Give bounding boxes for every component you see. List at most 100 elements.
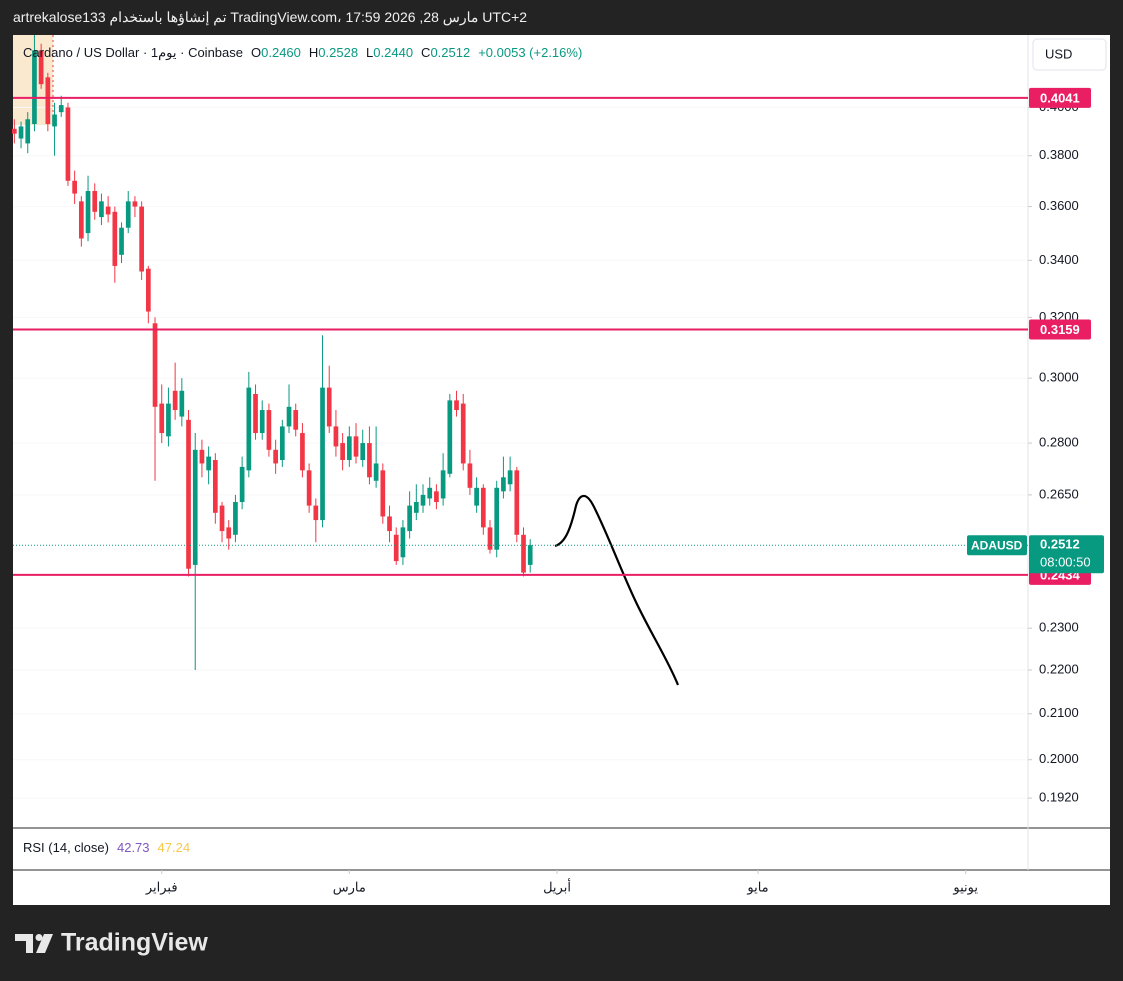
candle-body	[413, 502, 419, 513]
y-tick-label: 0.2000	[1039, 751, 1079, 766]
candle-body	[320, 387, 325, 521]
candle-body	[353, 436, 359, 457]
candle-body	[400, 527, 406, 558]
legend-label: O	[251, 45, 261, 60]
logo-icon	[15, 934, 53, 953]
candle-body	[199, 449, 205, 464]
candle-body	[92, 191, 98, 212]
legend-value: 0.2440	[373, 45, 413, 60]
candle-body	[480, 487, 486, 528]
rsi-value: 42.73	[117, 840, 150, 855]
candle-body	[521, 534, 526, 573]
candle-body	[266, 410, 272, 450]
currency-label[interactable]: USD	[1045, 46, 1072, 61]
candle-body	[132, 201, 138, 207]
candle-body	[279, 426, 285, 461]
countdown-label: 08:00:50	[1040, 555, 1091, 570]
candle-body	[514, 470, 520, 535]
candle-body	[487, 527, 493, 550]
candle-body	[380, 470, 386, 517]
y-tick-label: 0.3400	[1039, 252, 1079, 267]
symbol-tag	[967, 535, 1027, 556]
candle-body	[112, 211, 118, 266]
price-tag-label: 0.2512	[1040, 537, 1080, 552]
chart-frame	[13, 35, 1110, 905]
candle-body	[340, 443, 345, 461]
candle-body	[346, 436, 352, 461]
legend-value: 0.2512	[430, 45, 470, 60]
candle-body	[407, 505, 412, 532]
level-tag	[1029, 319, 1091, 340]
rsi-legend: RSI (14, close) 42.73 47.24	[23, 840, 190, 855]
y-tick-label: 0.2300	[1039, 620, 1079, 635]
candle-body	[32, 50, 37, 125]
candle-body	[434, 491, 439, 503]
x-tick-label: فبراير	[145, 879, 178, 895]
candle-body	[507, 470, 513, 485]
candle-body	[105, 206, 111, 215]
candle-body	[38, 50, 44, 85]
candle-body	[125, 201, 131, 228]
candle-body	[313, 505, 319, 521]
candle-body	[440, 470, 446, 499]
candle-body	[52, 114, 57, 127]
candle-body	[226, 527, 232, 539]
candle-body	[145, 268, 151, 312]
y-tick-label: 0.3600	[1039, 198, 1079, 213]
candle-body	[65, 107, 71, 181]
candle-body	[306, 470, 312, 506]
candle-body	[192, 449, 198, 565]
level-tag	[1029, 87, 1091, 108]
candle-body	[527, 545, 533, 565]
logo-text: TradingView	[61, 929, 208, 957]
candle-body	[333, 426, 339, 447]
candle-body	[467, 463, 473, 488]
x-tick-label: مايو	[746, 879, 768, 895]
y-tick-label: 0.2100	[1039, 705, 1079, 720]
candle-body	[18, 126, 24, 139]
candle-body	[360, 443, 366, 461]
candle-body	[233, 502, 238, 535]
symbol-tag-label: ADAUSD	[971, 538, 1023, 552]
candle-body	[172, 390, 178, 411]
legend-label: C	[421, 45, 430, 60]
candle-body	[460, 403, 466, 464]
candle-body	[420, 494, 426, 506]
x-tick-label: مارس	[333, 879, 366, 895]
candle-body	[253, 393, 258, 434]
y-tick-label: 0.3800	[1039, 147, 1079, 162]
legend-label: L	[366, 45, 373, 60]
level-tag-label: 0.4041	[1040, 90, 1080, 105]
price-tag	[1029, 535, 1104, 574]
candle-body	[72, 180, 77, 194]
currency-button[interactable]	[1032, 38, 1107, 71]
y-tick-label: 0.2800	[1039, 435, 1079, 450]
logo-shape	[36, 934, 53, 953]
candle-body	[447, 400, 453, 474]
caption: artrekalose133 تم إنشاؤها باستخدام Tradi…	[13, 9, 528, 25]
candle-body	[99, 201, 104, 218]
rsi-value: 47.24	[158, 840, 191, 855]
candles-layer	[11, 35, 533, 671]
rsi-title: RSI (14, close)	[23, 840, 109, 855]
candle-body	[179, 390, 185, 417]
y-tick-label: 0.1920	[1039, 790, 1079, 805]
logo-shape	[35, 934, 43, 941]
candle-body	[373, 463, 379, 481]
candle-body	[454, 400, 459, 411]
candle-body	[393, 534, 399, 562]
candle-body	[239, 466, 245, 503]
symbol-title: Cardano / US Dollar · 1يوم · Coinbase	[23, 45, 243, 61]
legend-change: +0.0053 (+2.16%)	[478, 45, 582, 60]
legend: Cardano / US Dollar · 1يوم · Coinbase O 0.…	[23, 45, 582, 61]
candle-body	[293, 410, 299, 430]
candle-body	[85, 191, 91, 234]
candle-body	[166, 403, 171, 437]
candle-body	[206, 456, 211, 471]
candle-body	[186, 419, 191, 569]
candle-body	[119, 227, 124, 255]
y-tick-label: 0.2650	[1039, 486, 1079, 501]
